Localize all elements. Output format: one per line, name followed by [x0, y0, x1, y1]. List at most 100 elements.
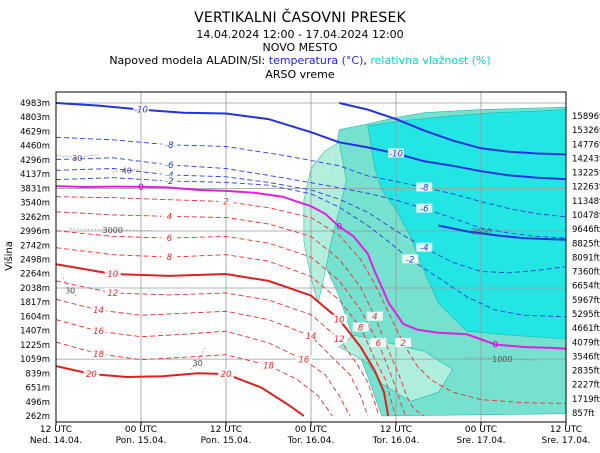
- isotherm-label-bg: [104, 269, 121, 278]
- y-tick-label-left: 4983m: [20, 99, 50, 109]
- isotherm-label: 18: [263, 362, 274, 372]
- x-tick-label-time: 00 UTC: [125, 425, 157, 435]
- humidity-contour-40: [112, 169, 142, 173]
- y-tick-label-left: 2742m: [20, 241, 50, 251]
- isotherm-label-bg: [416, 242, 433, 252]
- isotherm-label-bg: [161, 159, 178, 169]
- y-tick-label-left: 496m: [25, 398, 50, 408]
- isotherm-label: 8: [167, 253, 173, 263]
- y-tick-label-right: 12263ft: [572, 183, 600, 193]
- isotherm-label-bg: [260, 360, 277, 370]
- x-tick-label-day: Sre. 17.04.: [541, 436, 590, 446]
- humidity-contour-label: 30: [193, 359, 203, 368]
- chart-source: ARSO vreme: [265, 68, 335, 81]
- isotherm-label-bg: [161, 252, 178, 262]
- solid-isotherm-layer: [56, 102, 566, 417]
- y-tick-label-left: 2498m: [20, 256, 50, 266]
- isotherm-label-bg: [161, 139, 178, 149]
- isotherm-label: 8: [358, 324, 364, 334]
- humidity-contour-label: 3000: [471, 227, 491, 236]
- isotherm-label-bg: [104, 288, 121, 297]
- isotherm-label: 14: [306, 332, 317, 342]
- isotherm-line: [56, 341, 333, 417]
- isotherm-label: 20: [221, 370, 232, 380]
- isotherm-label: 14: [93, 306, 104, 316]
- humidity-region-rh-mid: [303, 141, 347, 304]
- y-tick-label-right: 857ft: [572, 409, 595, 419]
- isotherm-label: -6: [420, 205, 429, 215]
- isotherm-label-bg: [83, 369, 100, 378]
- isotherm-label: 10: [107, 270, 118, 280]
- y-tick-label-right: 9646ft: [572, 225, 600, 235]
- isotherm-label-bg: [90, 326, 107, 336]
- isotherm-label: 18: [93, 350, 104, 360]
- isotherm-label-bg: [161, 176, 178, 185]
- isotherm-line: [56, 319, 351, 417]
- isotherm-label-bg: [331, 314, 348, 324]
- x-tick-label-day: Tor. 16.04.: [372, 436, 420, 446]
- isotherm-line: [56, 136, 566, 218]
- y-tick-label-left: 3262m: [20, 213, 50, 223]
- y-tick-label-right: 14776ft: [572, 140, 600, 150]
- x-tick-label-time: 12 UTC: [40, 425, 72, 435]
- y-tick-label-left: 3831m: [20, 184, 50, 194]
- y-tick-label-left: 839m: [25, 369, 50, 379]
- model-prefix: Napoved modela ALADIN/SI:: [109, 54, 269, 67]
- chart-title: VERTIKALNI ČASOVNI PRESEK: [194, 10, 406, 26]
- humidity-region-rh-very-high: [367, 109, 566, 340]
- y-tick-label-left: 2038m: [20, 284, 50, 294]
- isotherm-label: -4: [165, 171, 173, 181]
- humidity-contour-30: [190, 346, 206, 370]
- isotherm-label-bg: [416, 203, 433, 213]
- humidity-contour-label: 30: [72, 154, 82, 163]
- freezing-level-label: 0: [492, 341, 498, 351]
- y-axis-title: Višina: [3, 241, 15, 271]
- isotherm-solid: [56, 102, 566, 181]
- isotherm-label-bg: [161, 233, 178, 243]
- isotherm-label-bg: [303, 330, 319, 340]
- y-tick-label-right: 14243ft: [572, 154, 600, 164]
- y-tick-label-left: 1604m: [20, 312, 50, 322]
- legend-temperature: temperatura (°C): [268, 54, 364, 67]
- x-tick-label-day: Tor. 16.04.: [287, 436, 335, 446]
- freezing-level-label: 0: [138, 183, 144, 193]
- isotherm-label-bg: [331, 334, 348, 343]
- y-tick-label-left: 262m: [25, 412, 50, 422]
- y-tick-label-right: 15326ft: [572, 126, 600, 136]
- freezing-level-line: [56, 185, 566, 350]
- isotherm-line: [56, 168, 566, 274]
- isotherm-solid: [339, 102, 566, 156]
- legend-humidity: relativna vlažnost (%): [370, 54, 491, 67]
- freezing-level-layer: [56, 185, 566, 350]
- y-tick-label-right: 2227ft: [572, 381, 600, 391]
- y-tick-label-left: 1817m: [20, 298, 50, 308]
- isotherm-line: [56, 196, 566, 404]
- isotherm-label-bg: [416, 182, 433, 192]
- isotherm-line: [56, 298, 369, 417]
- isotherm-solid: [56, 365, 305, 417]
- legend-separator: ,: [363, 54, 371, 67]
- y-tick-label-left: 1225m: [20, 341, 50, 351]
- y-tick-label-left: 1407m: [20, 327, 50, 337]
- y-tick-label-left: 2264m: [20, 270, 50, 280]
- y-tick-label-left: 4803m: [20, 113, 50, 123]
- y-tick-label-left: 1059m: [20, 355, 50, 365]
- x-tick-label-time: 12 UTC: [550, 425, 582, 435]
- x-tick-label-time: 00 UTC: [465, 425, 497, 435]
- isotherm-label: 4: [167, 212, 172, 222]
- isotherm-label: 2: [400, 339, 405, 349]
- isotherm-solid: [438, 224, 566, 241]
- y-tick-label-left: 4460m: [20, 142, 50, 152]
- isotherm-line: [56, 280, 380, 417]
- y-tick-label-right: 4661ft: [572, 324, 600, 334]
- x-tick-label-time: 12 UTC: [210, 425, 242, 435]
- x-tick-label-day: Ned. 14.04.: [30, 436, 82, 446]
- y-tick-label-right: 10478ft: [572, 211, 600, 221]
- humidity-contour-30: [56, 154, 99, 159]
- isotherm-label: 20: [86, 370, 97, 380]
- chart-subtitle: Napoved modela ALADIN/SI: temperatura (°…: [0, 54, 600, 67]
- isotherm-label-bg: [370, 337, 387, 347]
- isotherm-label: 16: [298, 356, 309, 366]
- isotherm-line: [56, 157, 566, 239]
